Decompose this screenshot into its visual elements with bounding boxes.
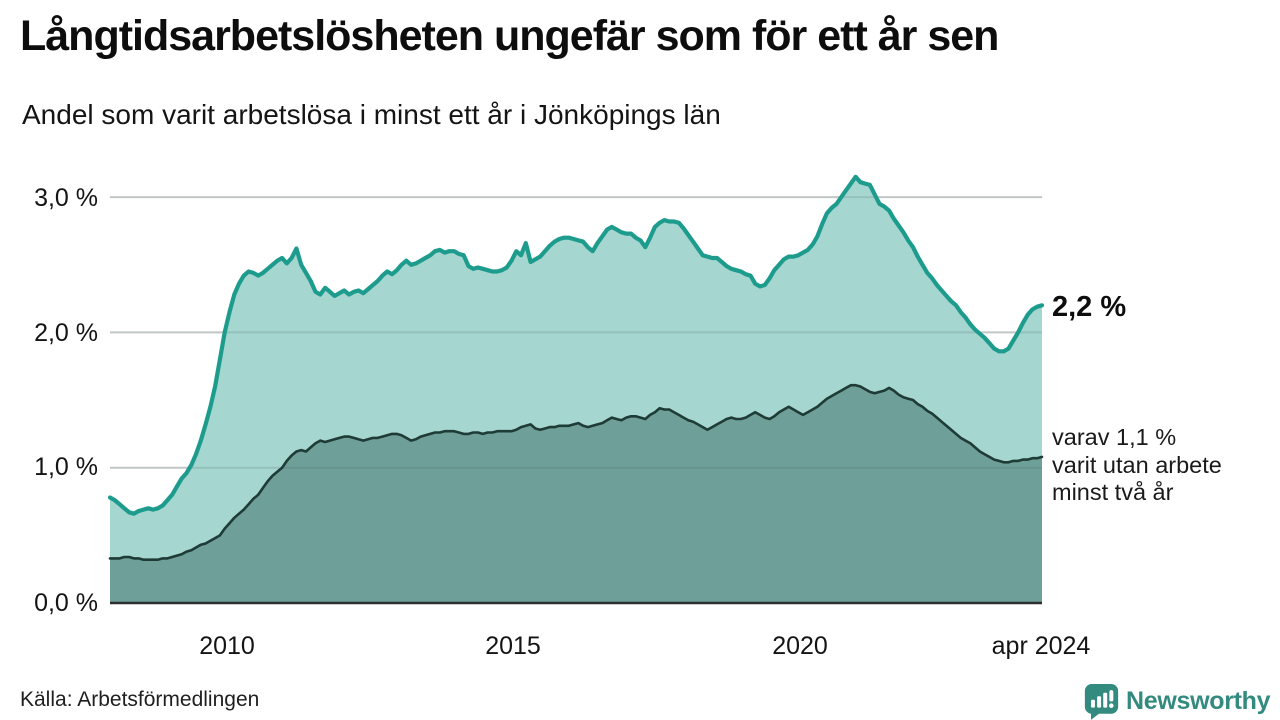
line-one-year	[107, 174, 1045, 516]
page-subtitle: Andel som varit arbetslösa i minst ett å…	[22, 99, 721, 130]
x-tick-2020: 2020	[772, 632, 828, 660]
latest-value-label: 2,2 %	[1052, 291, 1127, 323]
gridlines-overlay	[110, 196, 1042, 469]
newsworthy-brand: Newsworthy	[1084, 683, 1274, 720]
y-tick-0: 0,0 %	[34, 589, 98, 617]
line-two-years	[108, 383, 1044, 561]
y-tick-1: 1,0 %	[34, 453, 98, 481]
secondary-label-line3: minst två år	[1052, 479, 1174, 505]
newsworthy-brand-text: Newsworthy	[1126, 687, 1271, 715]
secondary-value-label: varav 1,1 % varit utan arbete minst två …	[1052, 424, 1276, 507]
secondary-label-line2: varit utan arbete	[1052, 451, 1222, 478]
page-title: Långtidsarbetslösheten ungefär som för e…	[20, 12, 999, 60]
source-credit: Källa: Arbetsförmedlingen	[20, 688, 260, 711]
y-tick-2: 2,0 %	[34, 319, 98, 347]
x-tick-2015: 2015	[485, 632, 541, 660]
secondary-label-line1: varav 1,1 %	[1052, 424, 1177, 450]
x-tick-2010: 2010	[199, 632, 255, 660]
area-fill-two-years	[110, 385, 1042, 603]
x-tick-apr-2024: apr 2024	[991, 632, 1091, 660]
y-tick-3: 3,0 %	[34, 184, 98, 212]
newsworthy-logo-icon	[1084, 684, 1119, 720]
